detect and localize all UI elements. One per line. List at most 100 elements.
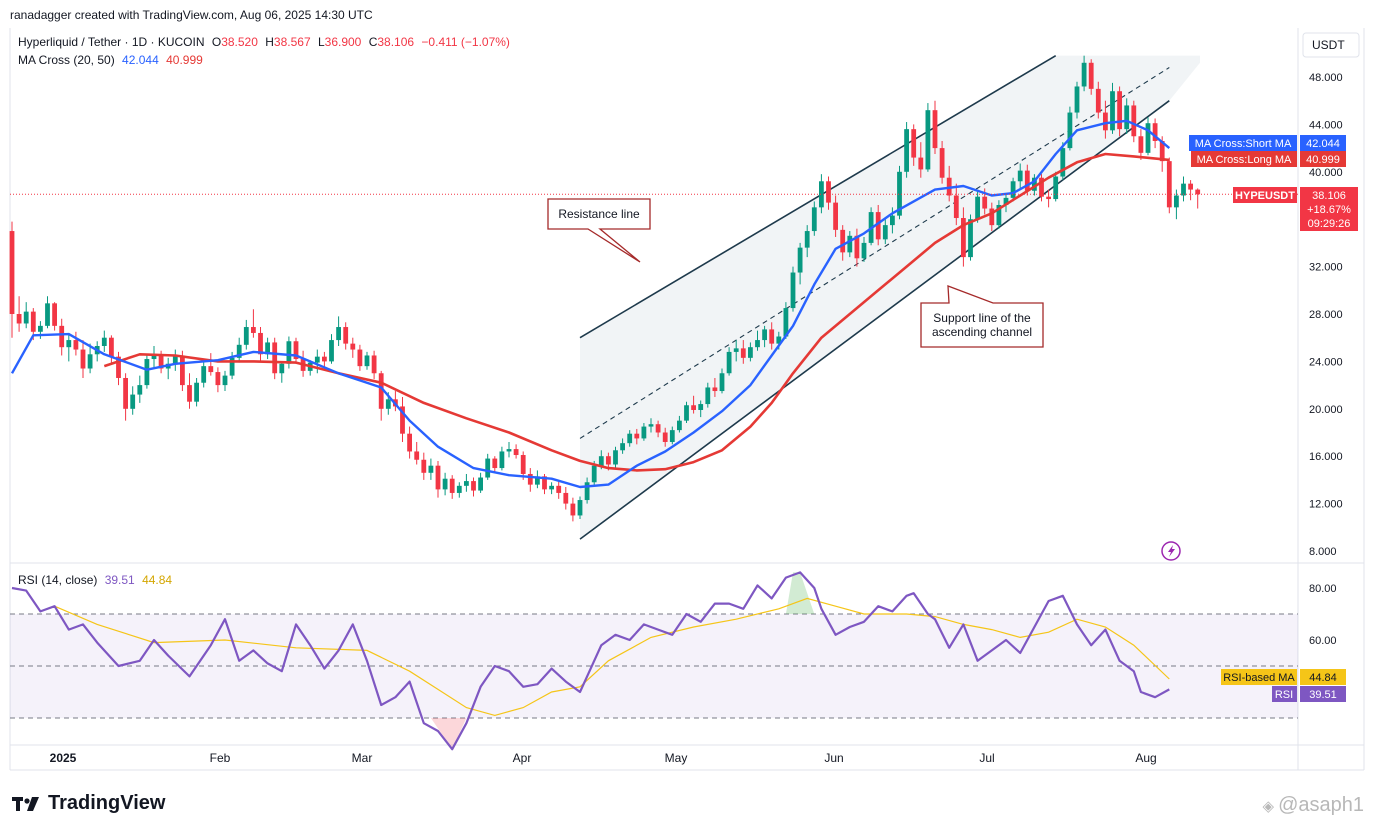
candle-body [251, 327, 256, 333]
candle-body [485, 458, 491, 478]
support-label-line1: Support line of the [933, 311, 1031, 325]
candle [52, 302, 57, 331]
candle [1188, 180, 1193, 201]
candle-body [364, 355, 370, 367]
candle-body [180, 355, 185, 386]
rsi-ma-badge-label: RSI-based MA [1223, 672, 1295, 684]
attribution: ranadagger created with TradingView.com,… [10, 8, 373, 22]
candle-body [719, 373, 725, 392]
currency-unit-button[interactable]: USDT [1302, 32, 1360, 58]
candle [911, 124, 917, 166]
resistance-callout-shape [547, 198, 651, 263]
support-annotation[interactable]: Support line of the ascending channel [920, 285, 1044, 348]
candle-body [627, 433, 633, 444]
candle [1195, 188, 1201, 209]
tradingview-logo[interactable]: TradingView [12, 792, 165, 815]
candle-body [833, 202, 838, 230]
low-value: 36.900 [324, 35, 362, 49]
candle-body [45, 303, 50, 326]
candle-body [87, 354, 93, 369]
close-label: C [368, 35, 378, 49]
lightning-icon[interactable] [1161, 541, 1181, 561]
candle [1131, 100, 1137, 143]
candle [840, 225, 846, 261]
candle-body [1046, 196, 1051, 200]
rsi-ma-line [54, 597, 1170, 717]
candle [371, 350, 377, 380]
candle [705, 382, 711, 408]
watermark: ◈ @asaph1 [1263, 794, 1364, 817]
candle-body [499, 451, 505, 469]
candle-body [30, 311, 36, 332]
candle-body [478, 477, 483, 491]
candle [1110, 82, 1115, 134]
currency-unit: USDT [1312, 38, 1345, 52]
ma-legend[interactable]: MA Cross (20, 50) 42.044 40.999 [18, 53, 207, 67]
symbol-legend[interactable]: Hyperliquid / Tether · 1D · KUCOIN O38.5… [18, 35, 514, 49]
candle-body [80, 349, 86, 369]
candle-body [1060, 148, 1066, 177]
candle-body [748, 347, 753, 358]
resistance-annotation[interactable]: Resistance line [547, 198, 651, 263]
change-value: −0.411 (−1.07%) [421, 35, 510, 49]
candle [1088, 59, 1094, 95]
rsi-tick-label: 60.00 [1309, 635, 1337, 647]
candle [279, 361, 285, 383]
candle-body [1088, 62, 1094, 89]
candle [1010, 177, 1016, 202]
candle-body [456, 485, 462, 493]
candle [1181, 176, 1186, 202]
price-tick-label: 12.000 [1309, 499, 1343, 511]
candle-body [1174, 195, 1179, 208]
ma-short-badge: MA Cross:Short MA 42.044 [1189, 135, 1346, 151]
candle [364, 351, 370, 370]
axes: 48.000 44.000 40.000 32.000 28.000 24.000 20.0… [50, 72, 1343, 765]
candle [641, 423, 647, 441]
candle-body [137, 385, 143, 395]
candle [1095, 81, 1101, 119]
candle-body [698, 404, 704, 410]
candle-body [584, 482, 590, 501]
candle-body [314, 356, 320, 363]
candle-body [733, 348, 739, 352]
candle [1017, 163, 1023, 190]
candle [492, 456, 498, 473]
candle-body [1039, 177, 1044, 197]
candle [577, 496, 583, 520]
candle-body [634, 433, 640, 439]
candle-body [1074, 86, 1080, 113]
candle-body [989, 208, 995, 226]
ma-short-line [10, 119, 1171, 489]
candle-body [840, 229, 846, 253]
candle [748, 342, 753, 362]
candle-body [23, 311, 29, 324]
candle [329, 334, 334, 364]
time-tick-label: Apr [513, 751, 532, 765]
candle [655, 420, 661, 438]
candle [854, 228, 860, 267]
candle [513, 444, 519, 459]
candle-body [1081, 62, 1087, 87]
candle-body [506, 449, 512, 452]
candle-body [811, 207, 817, 232]
rsi-legend[interactable]: RSI (14, close) 39.51 44.84 [18, 573, 176, 587]
candle-body [691, 405, 696, 410]
candle-body [797, 247, 803, 273]
candle [563, 487, 569, 510]
candle-body [73, 340, 79, 350]
candle-body [861, 242, 867, 259]
candle [314, 349, 320, 374]
ma-short-value: 42.044 [122, 53, 159, 67]
ma-short-badge-label: MA Cross:Short MA [1195, 138, 1292, 150]
candle [833, 195, 838, 237]
candle [485, 453, 491, 480]
candle [797, 242, 803, 285]
candle-body [953, 195, 959, 219]
candle [691, 395, 696, 414]
brand-name: TradingView [48, 792, 166, 814]
candle-body [286, 341, 292, 364]
price-tick-label: 28.000 [1309, 309, 1343, 321]
candle-body [38, 325, 43, 332]
candle [236, 337, 242, 363]
